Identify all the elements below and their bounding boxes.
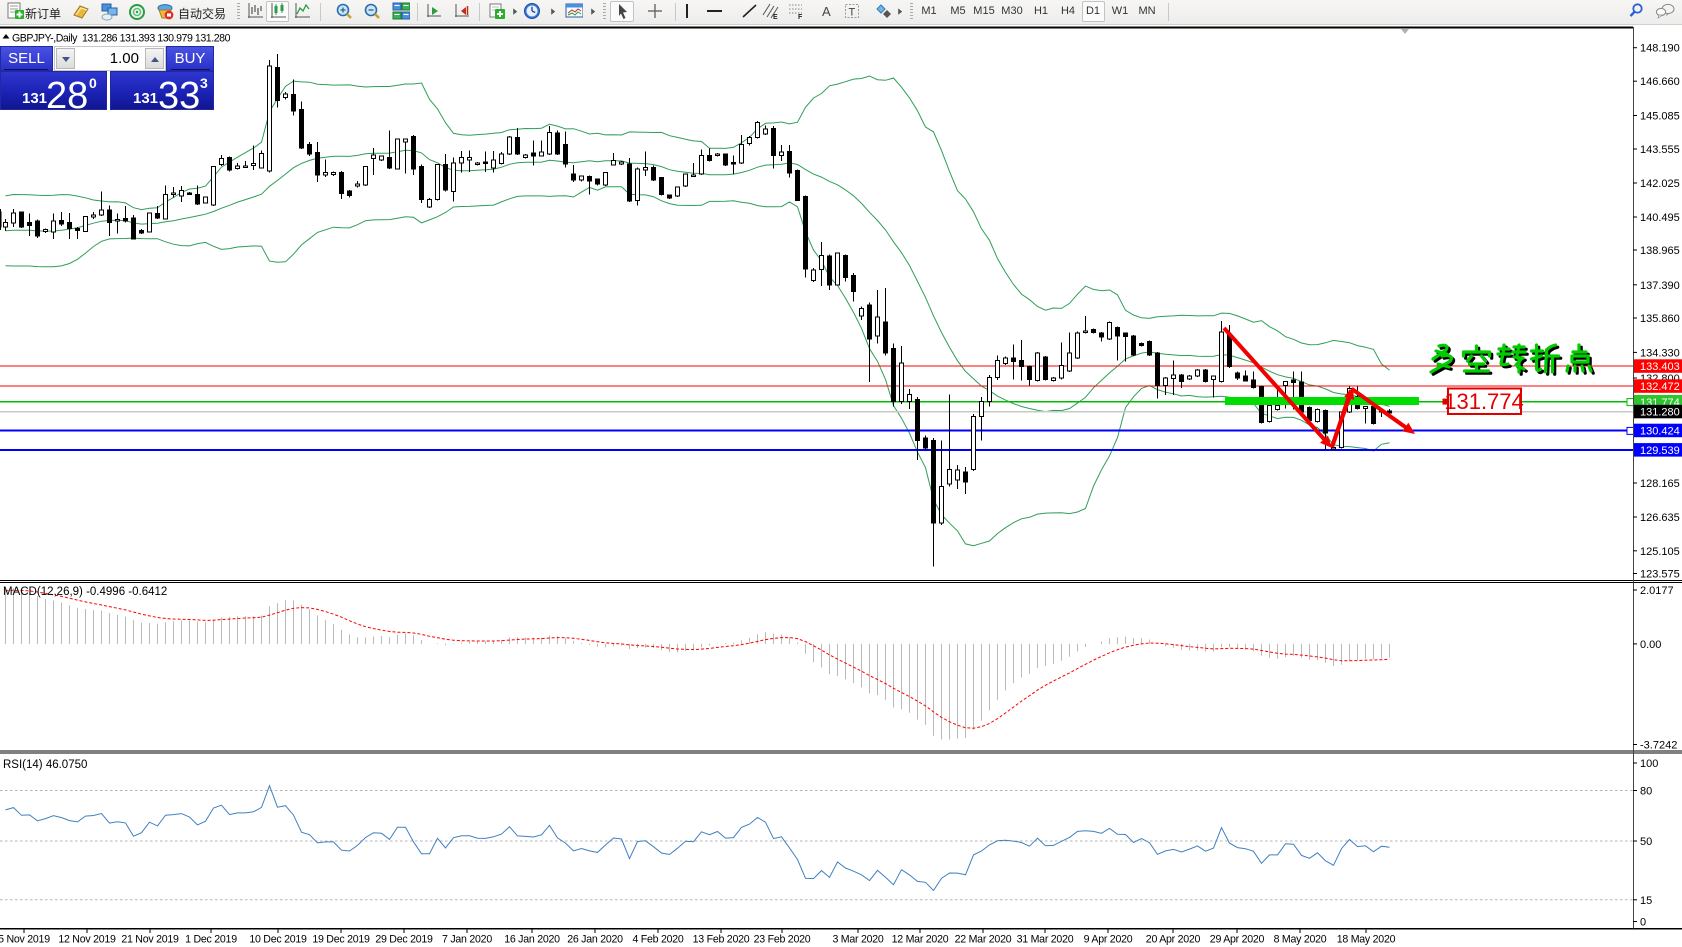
svg-text:23 Feb 2020: 23 Feb 2020 [754,934,811,946]
svg-text:20 Apr 2020: 20 Apr 2020 [1146,934,1201,946]
svg-text:126.635: 126.635 [1640,512,1680,524]
svg-text:4 Feb 2020: 4 Feb 2020 [632,934,683,946]
svg-text:142.025: 142.025 [1640,178,1680,190]
svg-text:15: 15 [1640,895,1652,907]
svg-text:18 May 2020: 18 May 2020 [1337,934,1396,946]
svg-text:T: T [849,7,856,19]
svg-text:MACD(12,26,9) -0.4996 -0.6412: MACD(12,26,9) -0.4996 -0.6412 [3,586,167,598]
svg-text:0.00: 0.00 [1640,639,1661,651]
svg-text:1 Dec 2019: 1 Dec 2019 [185,934,237,946]
svg-text:100: 100 [1640,758,1658,770]
svg-text:7 Jan 2020: 7 Jan 2020 [442,934,492,946]
svg-text:130.424: 130.424 [1640,426,1680,438]
svg-text:RSI(14) 46.0750: RSI(14) 46.0750 [3,759,87,771]
svg-text:A: A [822,4,831,19]
svg-text:134.330: 134.330 [1640,347,1680,359]
svg-text:143.555: 143.555 [1640,144,1680,156]
svg-text:12 Nov 2019: 12 Nov 2019 [58,934,116,946]
svg-text:131.774: 131.774 [1444,389,1524,414]
svg-text:140.495: 140.495 [1640,212,1680,224]
svg-text:2.0177: 2.0177 [1640,585,1674,597]
svg-text:-3.7242: -3.7242 [1640,740,1677,752]
svg-text:29 Apr 2020: 29 Apr 2020 [1210,934,1265,946]
svg-text:145.085: 145.085 [1640,111,1680,123]
svg-text:123.575: 123.575 [1640,569,1680,581]
svg-text:26 Jan 2020: 26 Jan 2020 [567,934,623,946]
svg-text:19 Dec 2019: 19 Dec 2019 [312,934,370,946]
svg-text:129.539: 129.539 [1640,445,1680,457]
svg-text:GBPJPY-,Daily 131.286 131.393: GBPJPY-,Daily 131.286 131.393 130.979 13… [12,33,231,45]
svg-text:0: 0 [1640,917,1646,929]
svg-text:8 May 2020: 8 May 2020 [1274,934,1327,946]
svg-text:F: F [798,14,803,21]
svg-text:125.105: 125.105 [1640,546,1680,558]
svg-text:12 Mar 2020: 12 Mar 2020 [892,934,949,946]
svg-text:132.472: 132.472 [1640,381,1680,393]
svg-text:131.280: 131.280 [1640,407,1680,419]
svg-text:80: 80 [1640,786,1652,798]
svg-text:3 Mar 2020: 3 Mar 2020 [832,934,883,946]
svg-text:13 Feb 2020: 13 Feb 2020 [693,934,750,946]
svg-text:137.390: 137.390 [1640,280,1680,292]
svg-text:148.190: 148.190 [1640,43,1680,55]
svg-text:128.165: 128.165 [1640,478,1680,490]
svg-text:133.403: 133.403 [1640,361,1680,373]
svg-text:16 Jan 2020: 16 Jan 2020 [504,934,560,946]
svg-text:9 Apr 2020: 9 Apr 2020 [1084,934,1133,946]
svg-text:138.965: 138.965 [1640,245,1680,257]
svg-text:29 Dec 2019: 29 Dec 2019 [375,934,433,946]
svg-text:146.660: 146.660 [1640,76,1680,88]
svg-text:22 Mar 2020: 22 Mar 2020 [955,934,1012,946]
svg-text:E: E [773,14,778,21]
svg-text:21 Nov 2019: 21 Nov 2019 [121,934,179,946]
svg-text:10 Dec 2019: 10 Dec 2019 [249,934,307,946]
svg-text:135.860: 135.860 [1640,313,1680,325]
svg-text:50: 50 [1640,836,1652,848]
svg-text:31 Mar 2020: 31 Mar 2020 [1017,934,1074,946]
svg-text:5 Nov 2019: 5 Nov 2019 [0,934,50,946]
